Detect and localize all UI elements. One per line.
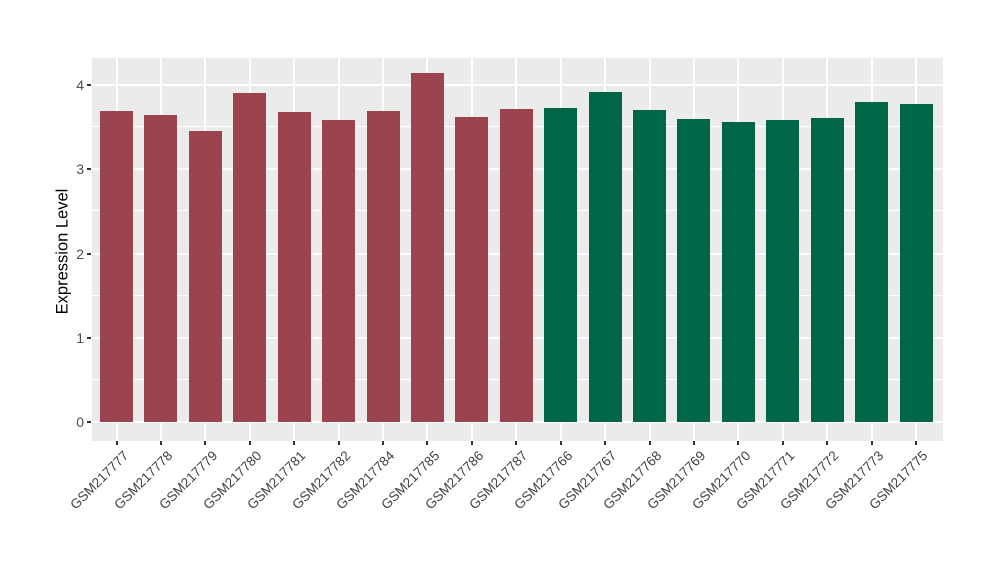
y-axis-tick bbox=[87, 84, 91, 86]
x-axis-tick bbox=[648, 441, 651, 445]
y-tick-label: 4 bbox=[76, 77, 84, 93]
x-axis-tick bbox=[737, 441, 740, 445]
y-axis-tick bbox=[87, 336, 91, 339]
y-axis-tick bbox=[87, 168, 91, 171]
bar bbox=[766, 120, 800, 422]
gridline-major-y bbox=[92, 421, 943, 423]
x-axis-tick bbox=[915, 441, 918, 445]
bar bbox=[322, 119, 356, 422]
x-axis-tick bbox=[248, 441, 251, 445]
bar bbox=[499, 109, 533, 422]
x-axis-tick bbox=[515, 441, 518, 445]
bar bbox=[810, 117, 844, 422]
y-axis-tick bbox=[87, 252, 91, 255]
x-axis-tick bbox=[781, 441, 784, 445]
bar bbox=[366, 111, 400, 422]
y-tick-label: 1 bbox=[76, 329, 84, 346]
bar bbox=[144, 114, 178, 422]
x-axis-tick bbox=[382, 441, 385, 445]
x-axis-tick bbox=[293, 441, 296, 445]
gridline-major-y bbox=[92, 84, 943, 86]
x-axis-tick bbox=[115, 441, 118, 445]
bar bbox=[588, 91, 622, 422]
x-axis-tick bbox=[337, 441, 340, 445]
bar bbox=[899, 104, 933, 422]
bar bbox=[188, 131, 222, 422]
y-tick-label: 0 bbox=[76, 414, 84, 430]
bar bbox=[410, 73, 444, 422]
bar bbox=[544, 107, 578, 422]
x-axis-tick bbox=[826, 441, 829, 445]
bar bbox=[100, 111, 133, 422]
bar bbox=[721, 122, 755, 422]
x-axis-tick bbox=[870, 441, 873, 445]
y-tick-label: 2 bbox=[76, 245, 84, 262]
bar bbox=[455, 117, 489, 422]
x-axis-tick bbox=[604, 441, 607, 445]
bar bbox=[677, 118, 711, 422]
x-axis-tick bbox=[470, 441, 473, 445]
x-axis-tick bbox=[559, 441, 562, 445]
x-axis-tick bbox=[426, 441, 429, 445]
bar bbox=[633, 110, 667, 422]
bar bbox=[855, 101, 889, 422]
bar bbox=[277, 111, 311, 422]
y-axis-tick bbox=[87, 421, 91, 423]
y-tick-label: 3 bbox=[76, 161, 84, 178]
x-axis-tick bbox=[159, 441, 162, 445]
x-axis-tick bbox=[692, 441, 695, 445]
bar bbox=[233, 93, 267, 422]
x-axis-tick bbox=[204, 441, 207, 445]
plot-panel bbox=[92, 58, 943, 441]
